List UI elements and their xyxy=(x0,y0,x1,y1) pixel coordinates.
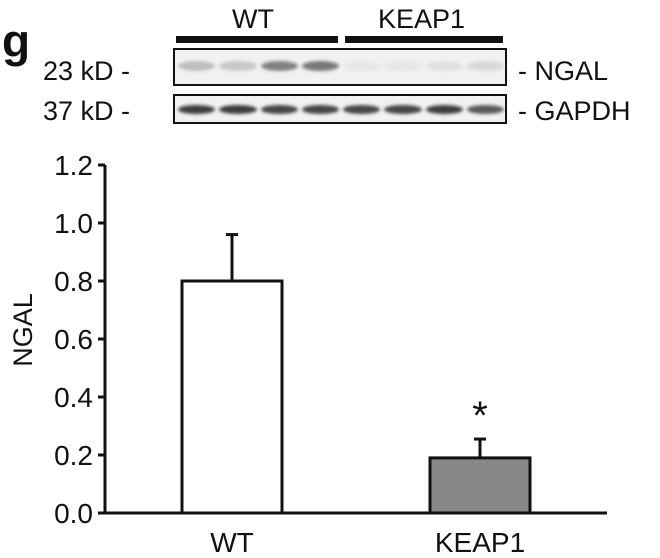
panel-label: g xyxy=(2,15,31,67)
blot-band xyxy=(260,61,298,71)
protein-label-gapdh: - GAPDH xyxy=(518,96,631,126)
y-tick-label: 0.0 xyxy=(54,498,93,529)
bar-wt xyxy=(180,279,284,515)
y-tick-label: 0.6 xyxy=(54,324,93,355)
blot-group-bar-wt xyxy=(176,36,338,43)
blot-gapdh xyxy=(173,94,507,124)
x-tick-label: KEAP1 xyxy=(435,527,525,558)
y-axis-label: NGAL xyxy=(8,293,38,367)
blot-ngal xyxy=(173,48,507,86)
y-tick-label: 0.8 xyxy=(54,266,93,297)
blot-band xyxy=(178,61,216,71)
blot-band xyxy=(219,61,257,71)
blot-group-label-keap1: KEAP1 xyxy=(378,4,466,34)
blot-band xyxy=(425,61,463,71)
blot-band xyxy=(343,105,381,114)
blot-group-label-wt: WT xyxy=(232,4,274,34)
blot-band xyxy=(178,105,216,114)
blot-band xyxy=(425,105,463,114)
marker-23kd: 23 kD - xyxy=(43,56,131,86)
y-tick-label: 0.4 xyxy=(54,382,93,413)
bar-keap1 xyxy=(428,456,532,515)
blot-band xyxy=(466,61,504,71)
bars: WT KEAP1 * xyxy=(180,233,532,558)
marker-37kd: 37 kD - xyxy=(43,96,131,126)
y-tick-label: 1.2 xyxy=(54,150,93,181)
blot-band xyxy=(343,61,381,71)
blot-band xyxy=(384,105,422,114)
significance-asterisk: * xyxy=(472,394,488,438)
blot-band xyxy=(466,105,504,114)
blot-band xyxy=(260,105,298,114)
blot-band xyxy=(219,105,257,114)
blot-band xyxy=(301,105,339,114)
blot-band xyxy=(301,61,339,71)
protein-label-ngal: - NGAL xyxy=(518,56,609,86)
y-tick-label: 1.0 xyxy=(54,208,93,239)
y-tick-label: 0.2 xyxy=(54,440,93,471)
blot-band xyxy=(384,61,422,71)
blot-group-bar-keap1 xyxy=(345,36,503,43)
x-tick-label: WT xyxy=(210,527,254,558)
